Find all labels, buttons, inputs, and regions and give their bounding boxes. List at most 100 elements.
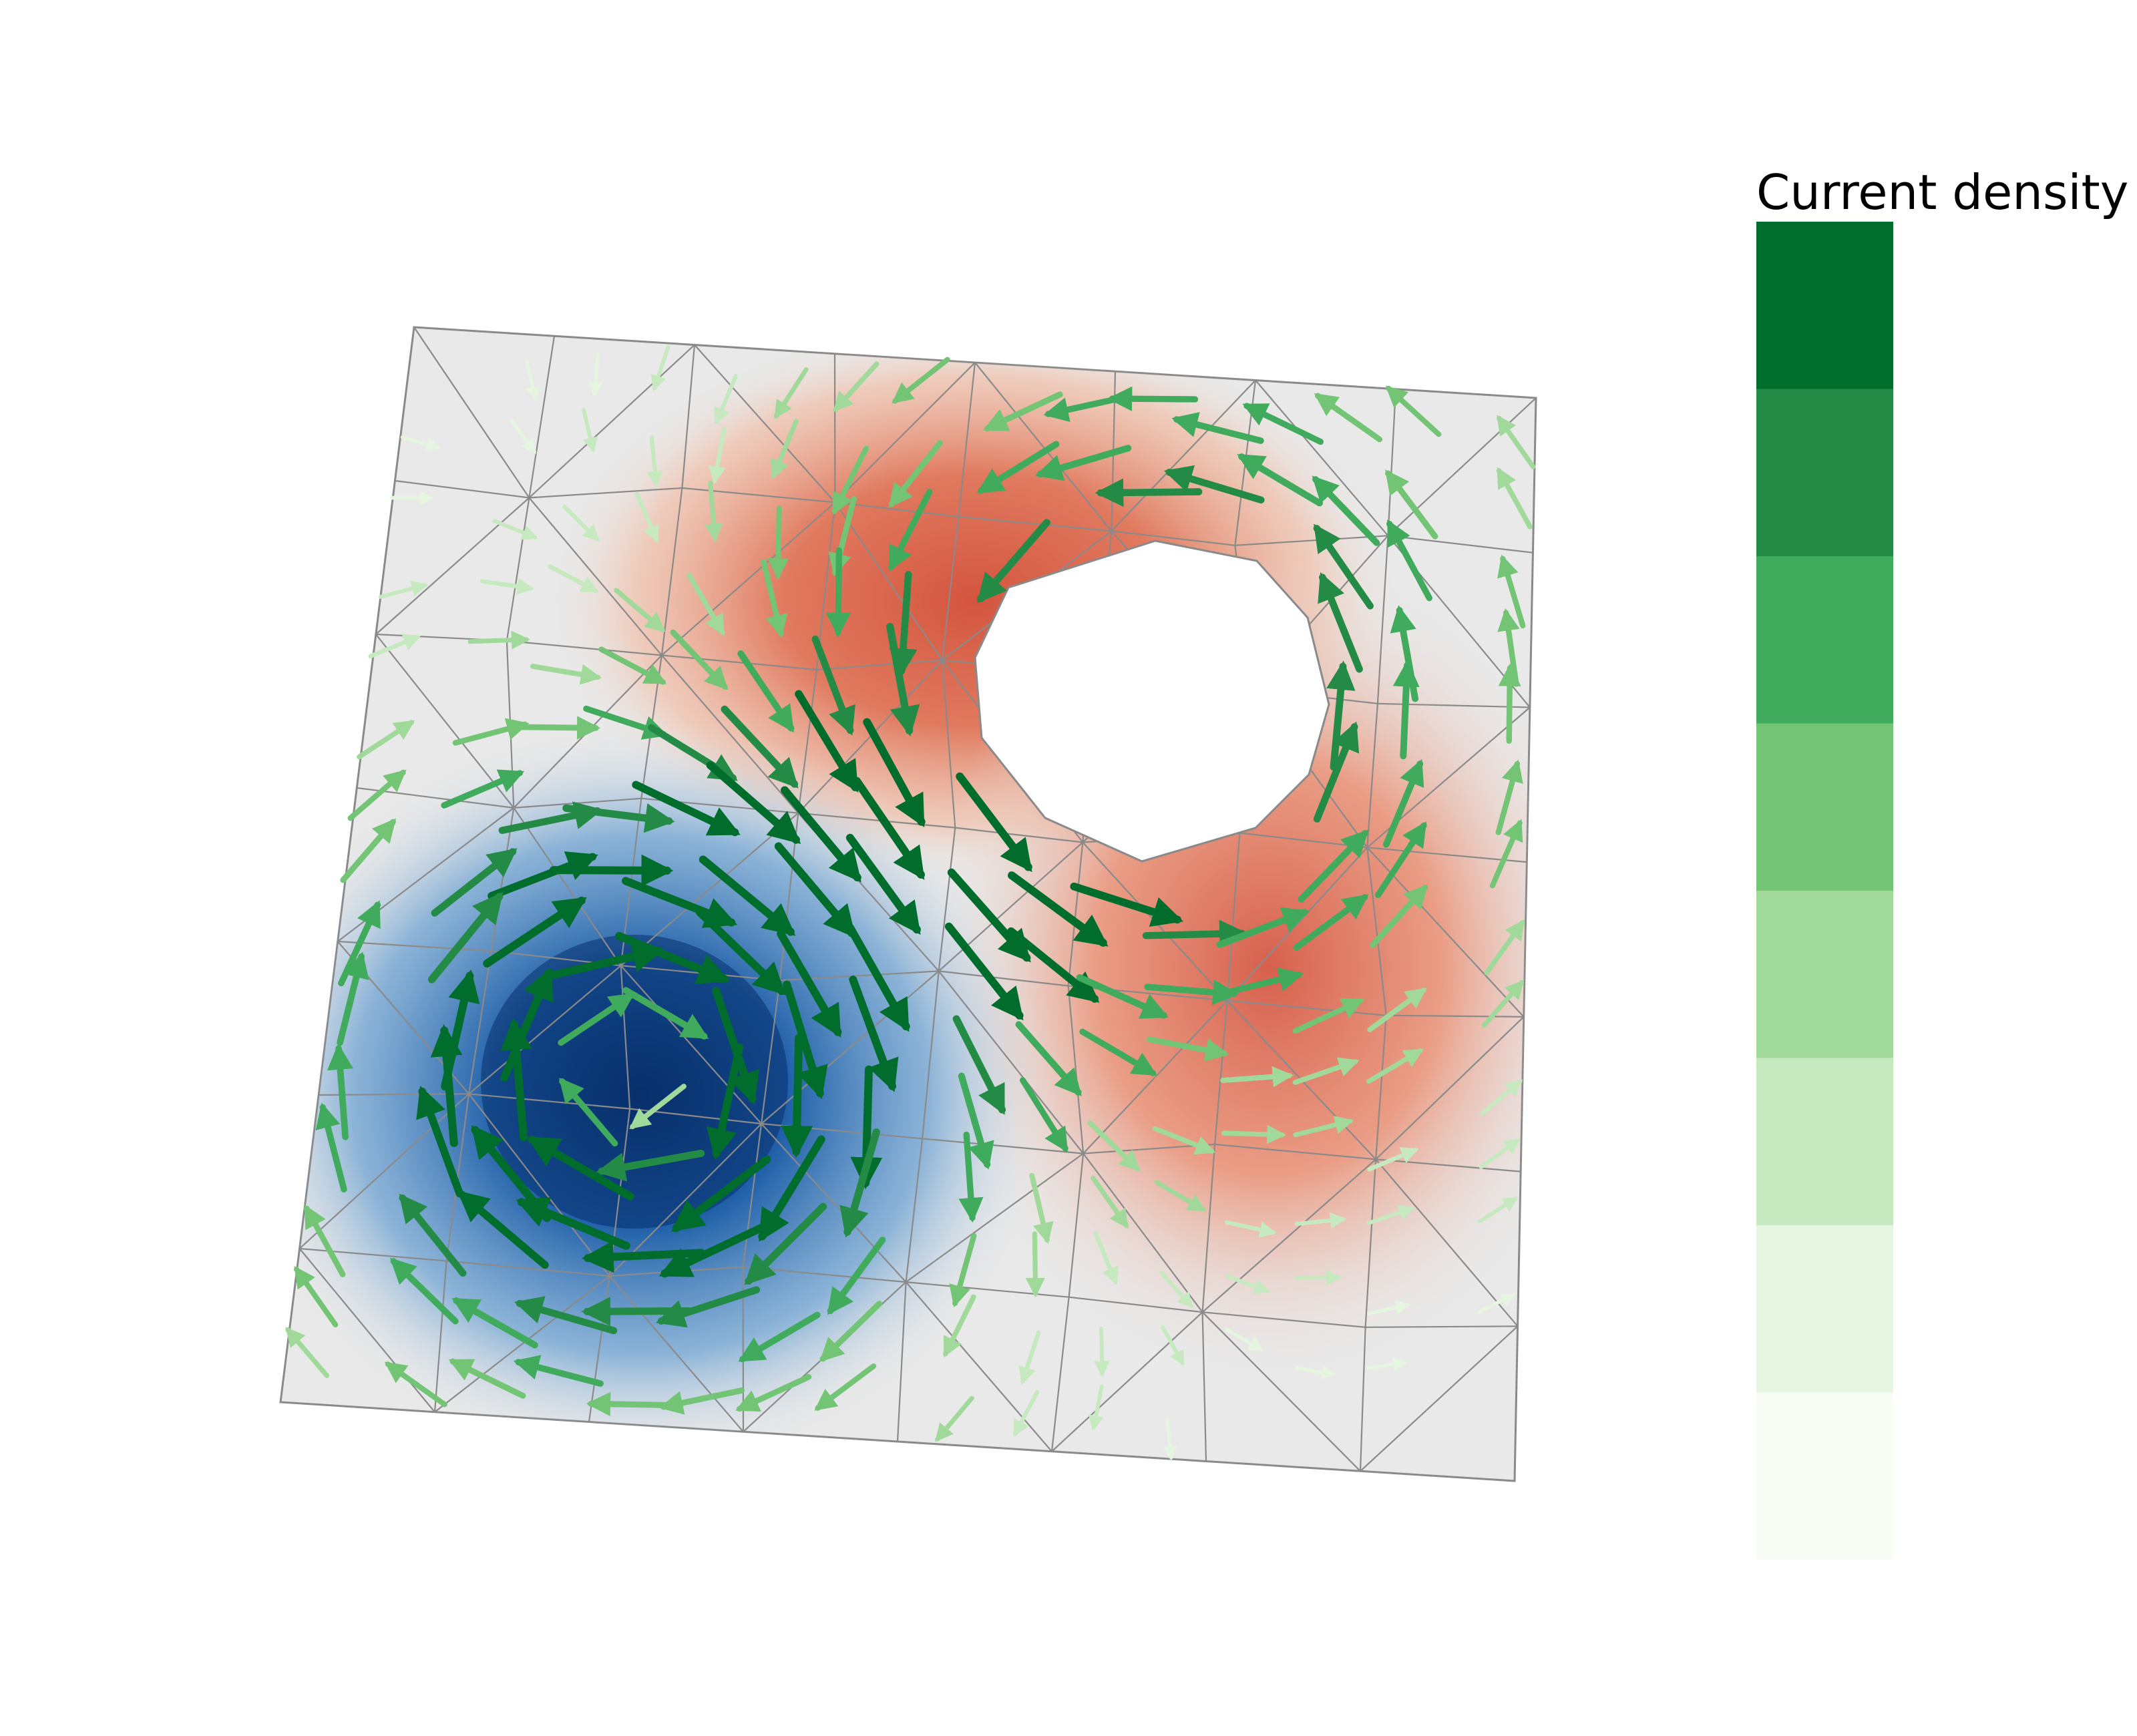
current-arrow: [492, 519, 538, 540]
current-arrow: [457, 1190, 549, 1269]
current-arrow: [368, 634, 421, 659]
current-arrow: [1366, 1357, 1408, 1371]
current-arrow: [416, 1085, 464, 1198]
current-arrow: [598, 646, 667, 685]
current-arrow: [285, 1327, 330, 1378]
current-arrow: [378, 580, 428, 599]
current-arrow: [1216, 907, 1310, 948]
mesh-edge: [413, 327, 555, 337]
current-arrow: [1029, 1172, 1054, 1245]
current-arrow: [1293, 1116, 1354, 1138]
current-arrow: [825, 547, 851, 638]
colorbar-bin: [1756, 1225, 1893, 1393]
plate-hole: [974, 539, 1330, 863]
mesh-edge: [922, 971, 940, 1139]
current-arrow: [889, 571, 918, 677]
current-arrow: [1313, 721, 1360, 823]
current-arrow: [699, 855, 796, 936]
mesh-edge: [375, 497, 530, 635]
current-arrow: [586, 1391, 674, 1417]
current-arrow: [1070, 882, 1183, 927]
mesh-edge: [1111, 530, 1235, 546]
current-arrow: [845, 833, 921, 935]
current-arrow: [548, 564, 599, 594]
mesh-edge: [528, 344, 695, 499]
mesh-edge: [446, 1260, 610, 1277]
current-arrow: [1298, 829, 1369, 903]
current-arrow: [1382, 758, 1424, 848]
current-arrow: [544, 941, 665, 981]
current-arrow: [1367, 1147, 1419, 1172]
current-arrow: [1237, 453, 1323, 507]
colorbar-bin: [1756, 891, 1893, 1058]
mesh-edge: [468, 1093, 630, 1110]
current-arrow: [582, 407, 598, 453]
mesh-edge: [896, 1282, 907, 1442]
current-arrow: [1366, 1205, 1415, 1225]
current-arrow: [1159, 1271, 1194, 1309]
mesh-edge: [938, 970, 1068, 987]
current-arrow: [516, 1197, 630, 1250]
current-arrow: [1496, 415, 1536, 469]
mesh-edge: [834, 501, 943, 661]
current-arrow: [389, 490, 434, 505]
current-arrow: [303, 1204, 346, 1277]
mesh-edge: [1050, 1297, 1070, 1452]
current-arrow: [795, 690, 859, 793]
mesh-edge: [941, 516, 960, 660]
current-arrow: [384, 1361, 447, 1407]
current-arrow: [845, 923, 910, 1032]
current-arrow: [1366, 1300, 1410, 1315]
current-arrow: [1495, 759, 1523, 835]
current-arrow: [340, 818, 397, 883]
current-arrow: [1292, 1057, 1360, 1085]
current-arrow: [1385, 385, 1442, 437]
current-arrow: [526, 1135, 634, 1201]
current-arrow: [1216, 967, 1304, 998]
current-arrow: [1484, 919, 1525, 975]
current-arrow: [632, 781, 741, 837]
current-arrow: [614, 588, 666, 632]
current-arrow: [1478, 1197, 1519, 1223]
current-arrow: [658, 1387, 745, 1415]
current-arrow: [687, 572, 725, 636]
mesh-edge: [1051, 1311, 1203, 1452]
mesh-edge: [797, 659, 943, 814]
current-arrow: [1079, 1028, 1157, 1076]
current-arrow: [886, 622, 920, 737]
current-arrow: [738, 1311, 821, 1363]
current-arrow: [500, 1018, 532, 1142]
mesh-edge: [1201, 1312, 1207, 1462]
mesh-edge: [1068, 1153, 1085, 1297]
colorbar-legend: Current density: [1756, 164, 2128, 1560]
current-arrow: [646, 435, 663, 488]
current-arrow: [773, 367, 809, 419]
current-arrow: [483, 896, 587, 967]
mesh-edge: [356, 634, 377, 789]
mesh-edge: [1214, 1000, 1228, 1144]
current-arrow: [1221, 1124, 1287, 1144]
current-arrow: [958, 1131, 984, 1223]
mesh-edge: [905, 1138, 924, 1283]
current-arrow: [562, 504, 600, 541]
mesh-edge: [661, 654, 817, 671]
mesh-edge: [742, 1123, 763, 1267]
current-arrow: [781, 1034, 813, 1158]
current-arrow: [1366, 1048, 1424, 1084]
current-arrow: [849, 975, 899, 1092]
current-arrow: [448, 1358, 526, 1399]
mesh-edge: [1214, 1143, 1376, 1160]
current-arrow: [562, 803, 675, 833]
mesh-edge: [468, 950, 492, 1094]
current-arrow: [634, 491, 659, 544]
current-arrow: [1294, 1269, 1342, 1286]
current-arrow: [1314, 393, 1383, 443]
current-arrow: [1225, 1327, 1264, 1351]
mesh-edge: [1201, 1311, 1361, 1472]
current-arrow: [1479, 1138, 1521, 1169]
current-arrow: [863, 718, 926, 828]
current-arrow: [1370, 884, 1428, 948]
current-arrow: [831, 445, 869, 515]
current-arrow: [709, 427, 727, 484]
